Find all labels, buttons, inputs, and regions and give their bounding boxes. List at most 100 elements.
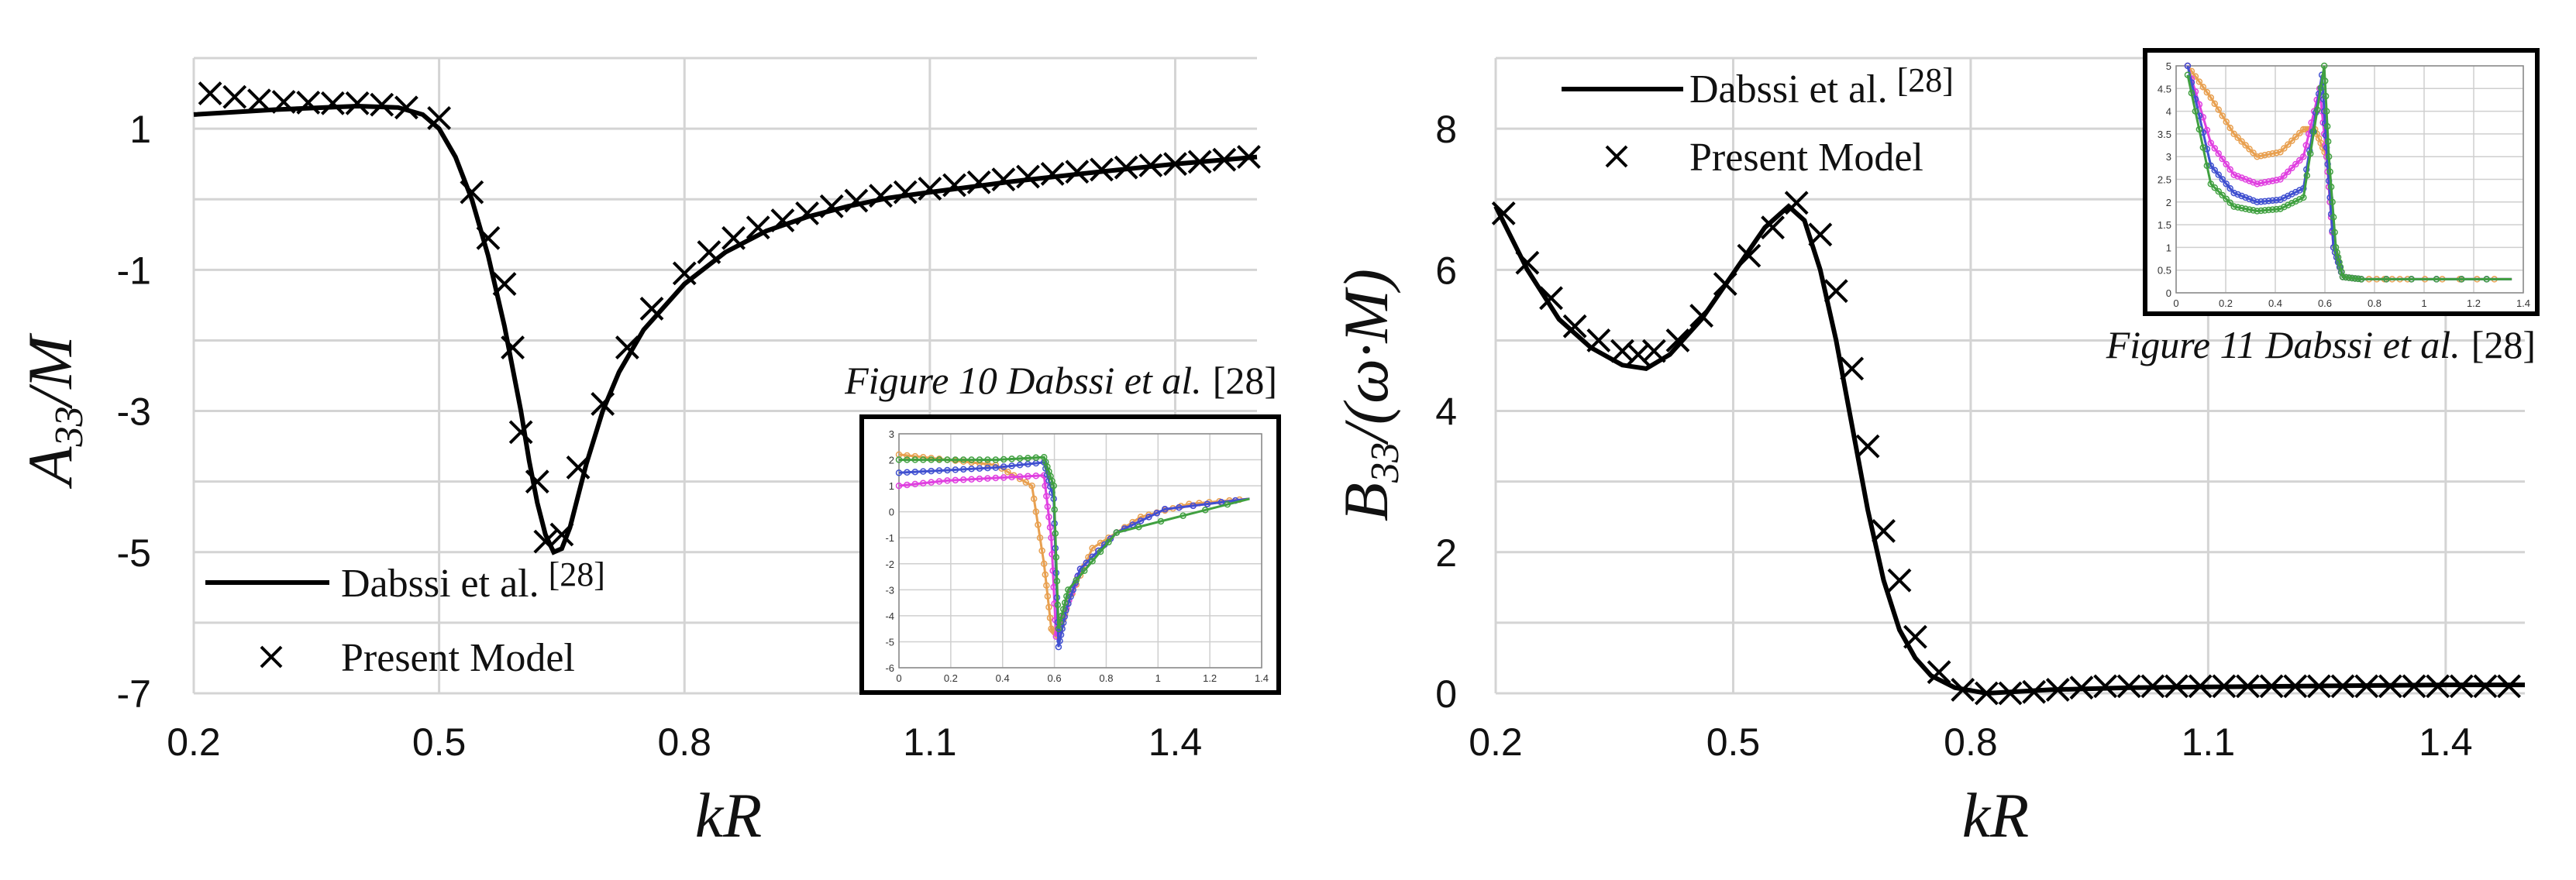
data-point-marker <box>639 297 664 321</box>
inset-series-marker <box>919 456 927 463</box>
inset-series-marker <box>1025 473 1031 480</box>
inset-series-marker <box>1105 538 1112 546</box>
inset-series-marker <box>984 460 991 468</box>
data-point-marker <box>2236 674 2260 699</box>
inset-series-marker <box>1032 508 1040 515</box>
left-chart-y-axis-label: A33/M <box>15 332 91 490</box>
inset-series-marker <box>2408 276 2415 283</box>
inset-y-tick-label: 4 <box>2166 106 2171 118</box>
inset-series-marker <box>2323 108 2330 115</box>
inset-series-marker <box>911 456 919 463</box>
inset-series-marker <box>1080 567 1088 574</box>
inset-series-marker <box>2281 194 2288 201</box>
inset-series-marker <box>2277 149 2284 156</box>
inset-series-marker <box>2223 160 2230 168</box>
inset-series-marker <box>2234 204 2241 211</box>
left-chart-series <box>193 81 1261 555</box>
inset-series-marker <box>2226 184 2233 192</box>
left-chart-x-ticks: 0.2 0.5 0.8 1.1 1.4 <box>167 720 1202 764</box>
inset-series-marker <box>2285 168 2292 175</box>
inset-series-marker <box>976 465 983 472</box>
inset-series-marker <box>2242 205 2249 212</box>
inset-series-marker <box>2257 198 2264 205</box>
inset-series-marker <box>2296 187 2303 194</box>
inset-series-marker <box>895 482 903 490</box>
data-point-marker <box>508 420 533 445</box>
inset-series-marker <box>1036 534 1044 541</box>
inset-series-marker <box>1161 506 1169 513</box>
inset-x-tick-label: 0.6 <box>1048 672 1062 684</box>
inset-series-marker <box>2223 180 2230 187</box>
left-chart-y-label-rest: /M <box>15 332 85 410</box>
inset-series-marker <box>2273 150 2280 156</box>
inset-series-marker <box>1000 463 1007 470</box>
x-tick-label: 0.5 <box>412 720 467 764</box>
inset-series-marker <box>1097 539 1104 547</box>
y-tick-label: 6 <box>1435 249 1457 292</box>
inset-series-marker <box>2215 106 2223 113</box>
inset-series-marker <box>2277 176 2284 183</box>
inset-series-marker <box>2234 134 2241 142</box>
inset-series-marker <box>2310 128 2317 136</box>
data-point-marker <box>1951 678 1975 702</box>
inset-series-marker <box>1045 514 1052 521</box>
inset-series-marker <box>2242 176 2249 183</box>
inset-series-marker <box>2277 205 2284 212</box>
data-point-marker <box>2164 674 2189 699</box>
inset-series-marker <box>2265 206 2272 214</box>
inset-series-marker <box>2230 130 2237 138</box>
y-tick-label: -7 <box>117 672 151 716</box>
data-point-marker <box>1212 147 1237 172</box>
data-point-marker <box>2116 674 2141 699</box>
inset-series-marker <box>2257 180 2264 187</box>
x-tick-label: 0.8 <box>1944 720 1998 764</box>
inset-series-marker <box>984 464 991 472</box>
data-point-marker <box>1887 568 1912 593</box>
left-legend-x-marker <box>260 645 283 669</box>
data-point-marker <box>697 240 721 264</box>
data-point-marker <box>2069 675 2094 700</box>
data-point-marker <box>1515 250 1540 275</box>
inset-series-marker <box>2238 174 2245 181</box>
data-point-marker <box>844 188 869 213</box>
inset-series-marker <box>1059 606 1067 613</box>
inset-series-marker <box>1008 455 1015 462</box>
inset-series-marker <box>2339 273 2347 280</box>
data-point-marker <box>1138 153 1163 177</box>
inset-y-tick-label: 0 <box>2166 287 2171 299</box>
inset-series-marker <box>2211 100 2219 108</box>
inset-series-marker <box>2269 177 2276 184</box>
data-point-marker <box>1665 328 1690 352</box>
inset-series-marker <box>976 456 983 463</box>
right-chart-y-axis-label: B33/(ω·M) <box>1331 269 1407 521</box>
inset-series-marker <box>1097 548 1104 555</box>
inset-series-marker <box>1016 473 1024 480</box>
inset-series-marker <box>1004 468 1011 476</box>
inset-series-marker <box>2261 179 2268 186</box>
right-chart-y-ticks: 0 2 4 6 8 <box>1435 108 1457 716</box>
data-point-marker <box>2330 674 2355 699</box>
inset-series-marker <box>904 456 911 463</box>
inset-series-marker <box>968 456 975 463</box>
inset-series-marker <box>911 468 919 476</box>
inset-series-marker <box>2342 273 2350 281</box>
inset-series-marker <box>2322 92 2330 100</box>
inset-series-marker <box>2324 138 2332 145</box>
data-point-marker <box>1065 160 1090 184</box>
inset-x-tick-label: 1.2 <box>1203 672 1217 684</box>
inset-series-marker <box>1032 472 1040 480</box>
inset-series-marker <box>2250 150 2257 156</box>
data-point-marker <box>2402 674 2426 699</box>
inset-series-marker <box>2211 184 2219 191</box>
inset-series-marker <box>2215 187 2223 195</box>
inset-series-marker <box>2188 89 2195 97</box>
inset-series-marker <box>1058 612 1066 620</box>
inset-series-marker <box>2257 207 2264 215</box>
data-point-marker <box>296 90 321 115</box>
data-point-marker <box>2140 674 2165 699</box>
inset-series-marker <box>904 452 911 459</box>
inset-series-marker <box>944 466 951 474</box>
inset-series-marker <box>2320 62 2328 70</box>
